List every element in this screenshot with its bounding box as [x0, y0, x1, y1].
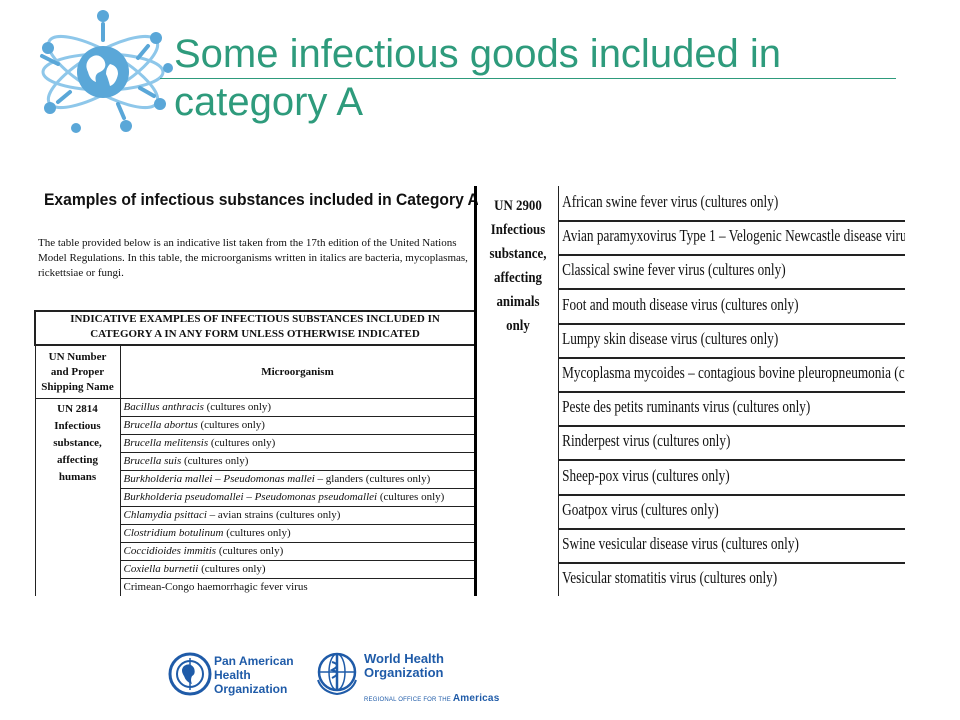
microorganism-name: Burkholderia pseudomallei – Pseudomonas … [123, 491, 378, 503]
doc-heading: Examples of infectious substances includ… [44, 190, 478, 209]
table-row: Brucella suis (cultures only) [35, 452, 476, 471]
col-header-microorganism: Microorganism [119, 344, 476, 399]
paho-line-2: Health [214, 668, 251, 682]
list-item: Foot and mouth disease virus (cultures o… [559, 289, 905, 325]
microorganism-note: (cultures only) [203, 401, 272, 413]
who-line-2: Organization [364, 665, 444, 680]
paho-wordmark: Pan American Health Organization [214, 654, 300, 696]
un-2900-label: UN 2900 Infectious substance, affecting … [489, 198, 547, 334]
animal-substance-list: African swine fever virus (cultures only… [558, 186, 905, 596]
microorganism-cell: Brucella melitensis (cultures only) [119, 434, 476, 453]
microorganism-note: (cultures only) [223, 527, 291, 539]
animal-substance-text: Swine vesicular disease virus (cultures … [562, 534, 799, 553]
scan-border [474, 186, 477, 596]
list-item: Goatpox virus (cultures only) [559, 494, 905, 530]
microorganism-note: (cultures only) [198, 563, 266, 575]
who-wordmark: World Health Organization [364, 652, 444, 680]
list-item: Peste des petits ruminants virus (cultur… [559, 391, 905, 428]
paho-emblem-icon [168, 652, 212, 696]
title-divider [160, 78, 896, 79]
doc-intro: The table provided below is an indicativ… [38, 237, 468, 279]
microorganism-note: (cultures only) [181, 455, 249, 467]
table-main-header: INDICATIVE EXAMPLES OF INFECTIOUS SUBSTA… [34, 310, 476, 346]
who-region-prefix: REGIONAL OFFICE FOR THE [364, 697, 451, 703]
microorganism-name: Coxiella burnetii [123, 563, 199, 575]
microorganism-cell: Brucella abortus (cultures only) [119, 416, 476, 435]
microorganism-note: (cultures only) [197, 419, 265, 431]
animal-substance-text: Foot and mouth disease virus (cultures o… [562, 294, 799, 314]
microorganism-note: – avian strains (cultures only) [206, 509, 341, 521]
list-item: Sheep-pox virus (cultures only) [559, 460, 905, 496]
animal-substance-text: Vesicular stomatitis virus (cultures onl… [562, 568, 778, 588]
list-item: Rinderpest virus (cultures only) [559, 425, 905, 462]
microorganism-note: (cultures only) [377, 491, 445, 503]
table-row: Burkholderia mallei – Pseudomonas mallei… [35, 470, 476, 489]
table-row: Clostridium botulinum (cultures only) [35, 524, 476, 543]
table-row: Brucella melitensis (cultures only) [35, 434, 476, 453]
globe-people-logo [40, 10, 173, 133]
table-row: UN 2814 Infectious substance, affecting … [34, 398, 476, 596]
list-item: African swine fever virus (cultures only… [559, 186, 905, 222]
paho-line-1: Pan American [214, 654, 294, 668]
microorganism-name: Chlamydia psittaci [123, 509, 207, 521]
right-scan-panel: UN 2900 Infectious substance, affecting … [478, 186, 908, 596]
who-line-1: World Health [364, 651, 444, 666]
microorganism-cell: Burkholderia pseudomallei – Pseudomonas … [119, 488, 476, 507]
category-a-table: INDICATIVE EXAMPLES OF INFECTIOUS SUBSTA… [34, 310, 476, 596]
animal-substance-text: African swine fever virus (cultures only… [562, 192, 779, 211]
animal-substance-text: Avian paramyxovirus Type 1 – Velogenic N… [562, 226, 905, 246]
microorganism-cell: Coccidioides immitis (cultures only) [119, 542, 476, 561]
microorganism-cell: Burkholderia mallei – Pseudomonas mallei… [119, 470, 476, 489]
animal-substance-text: Sheep-pox virus (cultures only) [562, 465, 730, 485]
animal-substance-text: Peste des petits ruminants virus (cultur… [562, 397, 811, 417]
left-scan-panel: Examples of infectious substances includ… [32, 186, 478, 596]
list-item: Lumpy skin disease virus (cultures only) [559, 323, 905, 359]
paho-line-3: Organization [214, 682, 288, 696]
animal-substance-text: Classical swine fever virus (cultures on… [562, 260, 786, 280]
list-item: Swine vesicular disease virus (cultures … [559, 528, 905, 564]
microorganism-cell: Coxiella burnetii (cultures only) [119, 560, 476, 579]
who-emblem-icon [317, 652, 357, 696]
microorganism-cell: Chlamydia psittaci – avian strains (cult… [119, 506, 476, 525]
list-item: Mycoplasma mycoides – contagious bovine … [559, 357, 905, 393]
un-2814-cell: UN 2814 Infectious substance, affecting … [34, 398, 121, 596]
microorganism-name: Clostridium botulinum [123, 527, 224, 539]
microorganism-note: – glanders (cultures only) [314, 473, 431, 485]
who-logo: World Health Organization REGIONAL OFFIC… [312, 650, 499, 704]
microorganism-name: Brucella suis [123, 455, 182, 467]
microorganism-note: Crimean-Congo haemorrhagic fever virus [123, 581, 308, 593]
paho-logo: Pan American Health Organization [168, 652, 298, 698]
microorganism-cell: Clostridium botulinum (cultures only) [119, 524, 476, 543]
microorganism-note: (cultures only) [216, 545, 284, 557]
microorganism-name: Brucella melitensis [123, 437, 209, 449]
who-region-name: Americas [452, 693, 500, 704]
microorganism-name: Coccidioides immitis [123, 545, 217, 557]
microorganism-name: Burkholderia mallei – Pseudomonas mallei [123, 473, 315, 485]
animal-substance-text: Rinderpest virus (cultures only) [562, 431, 731, 451]
list-item: Avian paramyxovirus Type 1 – Velogenic N… [559, 220, 905, 257]
list-item: Classical swine fever virus (cultures on… [559, 254, 905, 291]
col-header-un: UN Number and Proper Shipping Name [34, 344, 121, 399]
microorganism-name: Brucella abortus [123, 419, 198, 431]
microorganism-name: Bacillus anthracis [123, 401, 204, 413]
microorganism-cell: Brucella suis (cultures only) [119, 452, 476, 471]
animal-substance-text: Lumpy skin disease virus (cultures only) [562, 328, 779, 348]
slide-title: Some infectious goods included in catego… [174, 32, 782, 124]
microorganism-cell: Crimean-Congo haemorrhagic fever virus [119, 578, 476, 596]
list-item: Vesicular stomatitis virus (cultures onl… [559, 562, 905, 596]
animal-substance-text: Mycoplasma mycoides – contagious bovine … [562, 363, 905, 382]
who-regional-office: REGIONAL OFFICE FOR THE Americas [364, 693, 499, 704]
microorganism-cell: Bacillus anthracis (cultures only) [119, 398, 476, 417]
animal-substance-text: Goatpox virus (cultures only) [562, 499, 719, 519]
table-row: Crimean-Congo haemorrhagic fever virus [35, 578, 476, 596]
microorganism-note: (cultures only) [208, 437, 276, 449]
table-row: Coccidioides immitis (cultures only) [35, 542, 476, 561]
